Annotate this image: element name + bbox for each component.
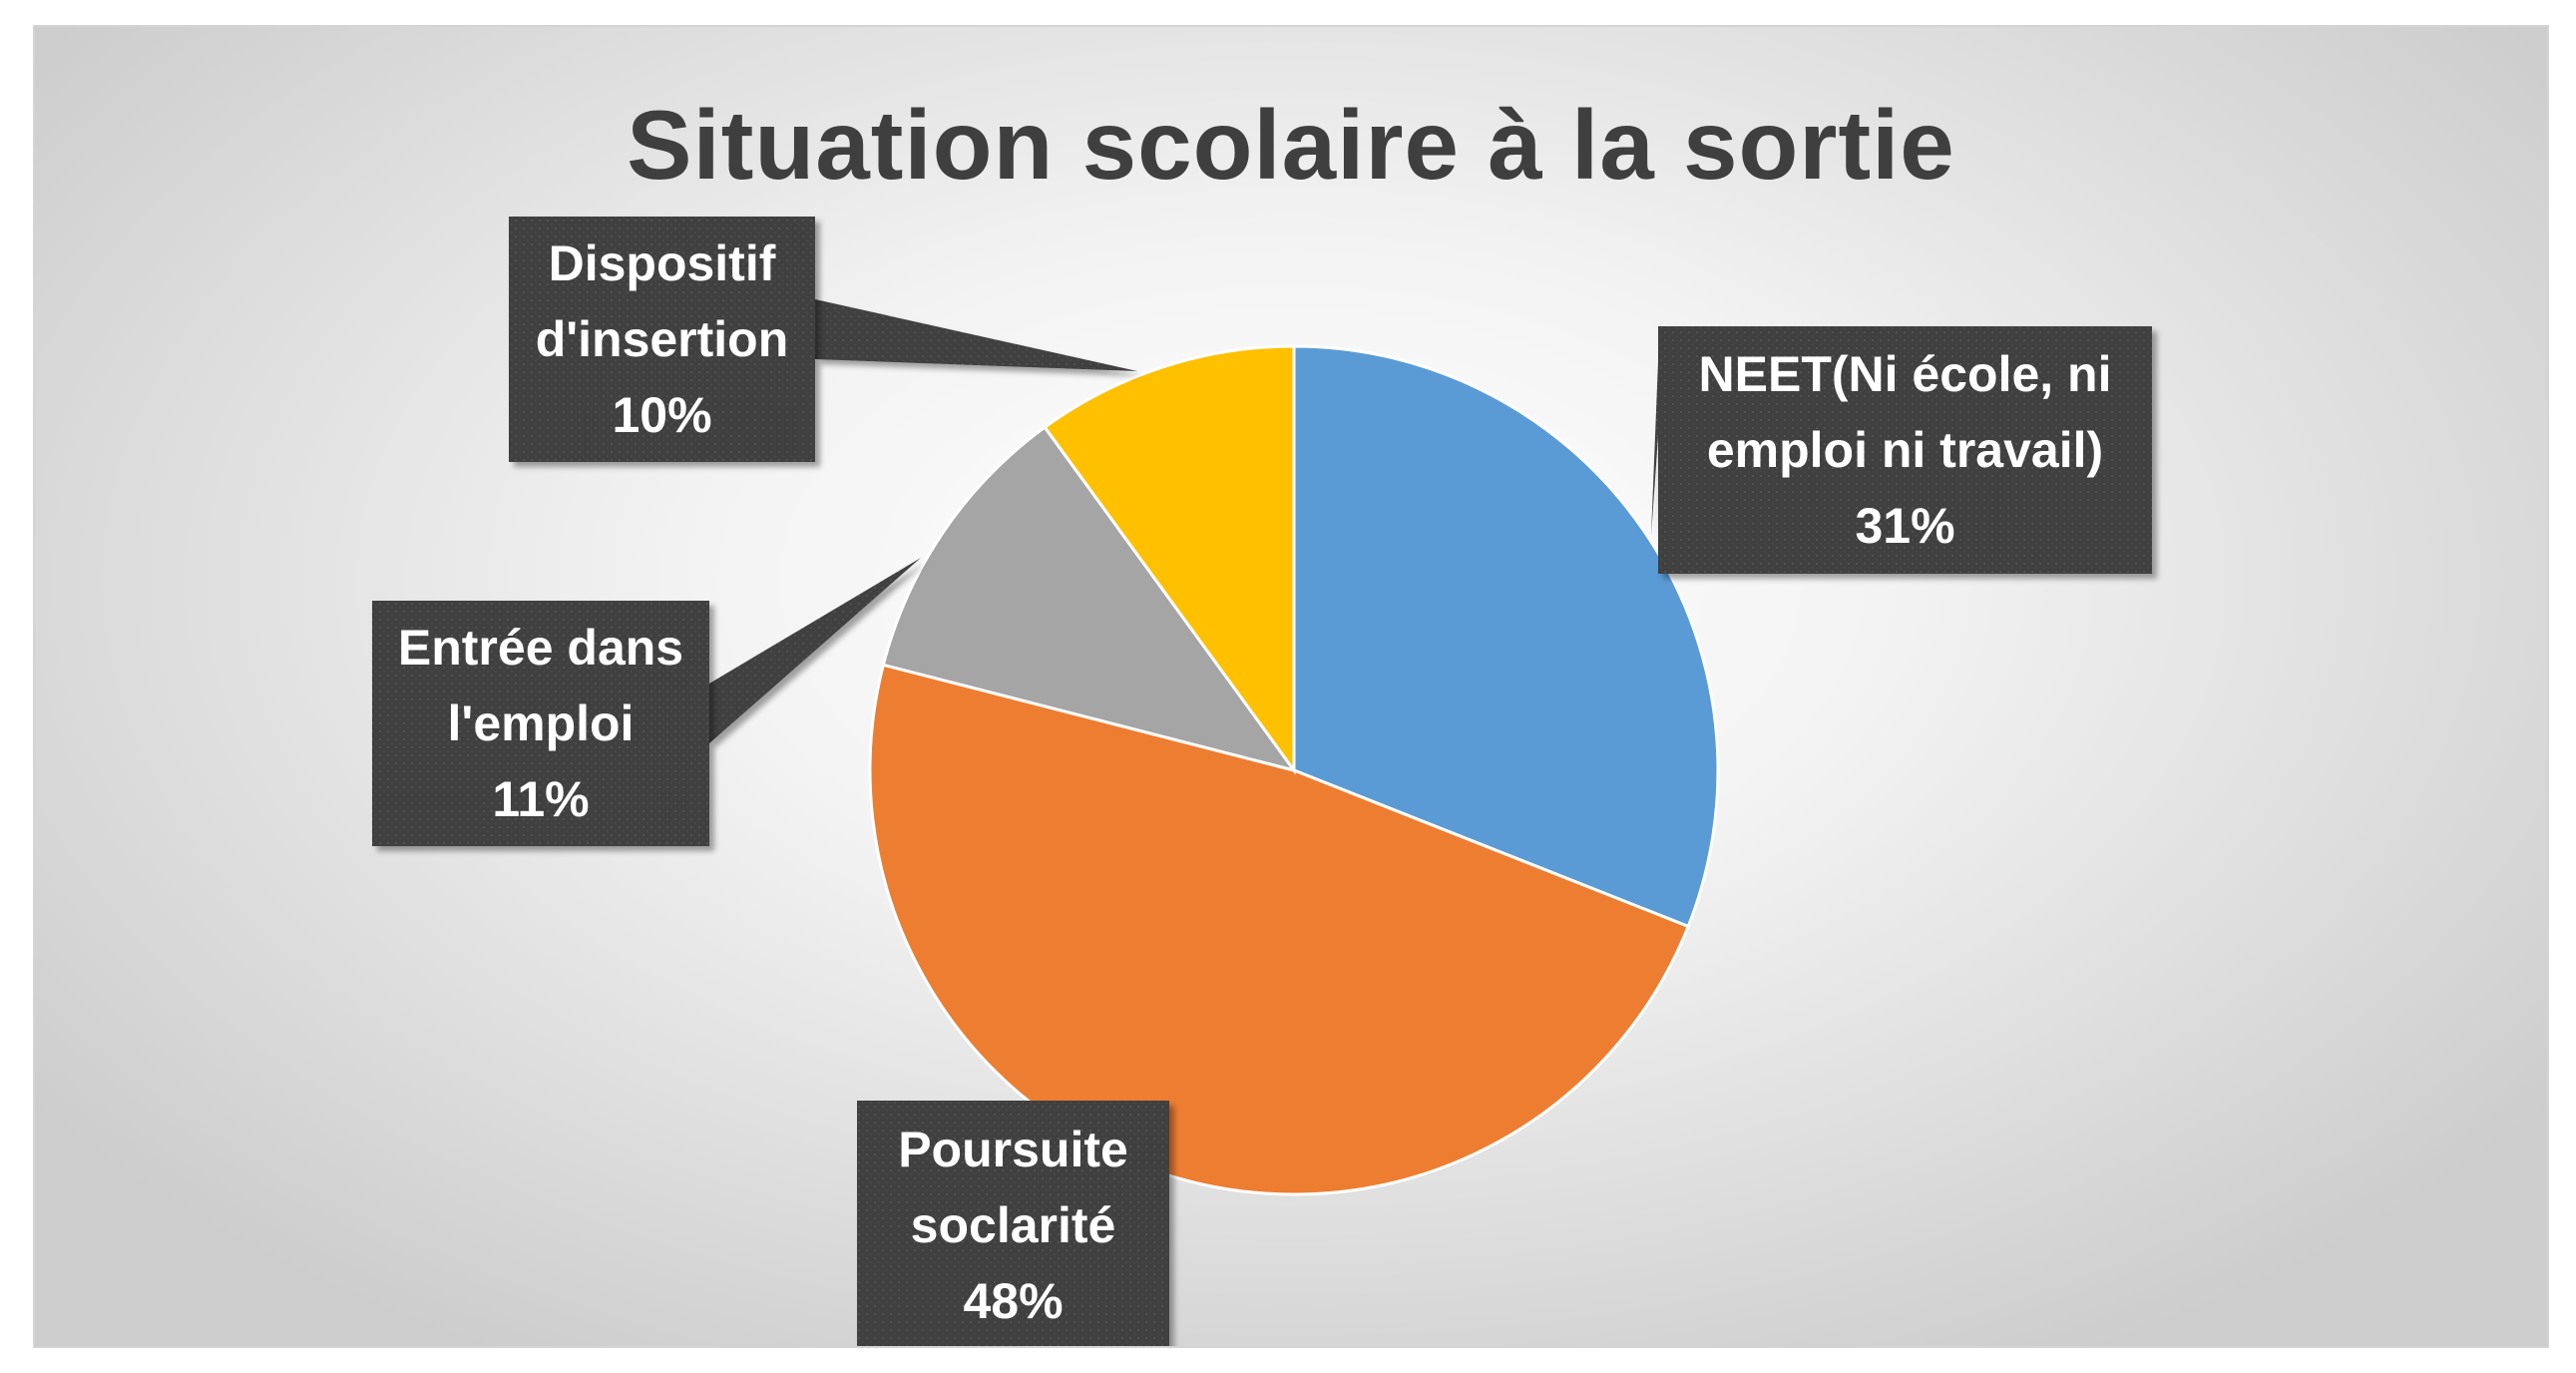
pie-slice-entree [881, 425, 1298, 773]
label-line-poursuite: Poursuite [898, 1122, 1128, 1177]
data-label-poursuite: Poursuite soclarité 48% [857, 1101, 1169, 1346]
label-line-entree: Entrée dans [398, 620, 683, 676]
label-line-neet: emploi ni travail) [1707, 422, 2103, 478]
label-line-neet: NEET(Ni école, ni [1699, 346, 2112, 402]
label-line-dispositif: d'insertion [536, 311, 789, 367]
label-line-dispositif: Dispositif [549, 235, 776, 291]
data-labels: NEET(Ni école, ni emploi ni travail) 31% Po… [372, 217, 2152, 1346]
label-line-poursuite: soclarité [911, 1197, 1116, 1253]
pie-slice-dispositif [1043, 344, 1296, 775]
label-line-entree: l'emploi [448, 695, 635, 751]
label-percent-dispositif: 10% [612, 387, 711, 443]
label-pointer-dispositif [815, 299, 1137, 371]
label-percent-poursuite: 48% [963, 1273, 1063, 1329]
pie-slices [868, 344, 1720, 1196]
label-box-dispositif [509, 217, 815, 462]
label-box-entree [372, 601, 709, 846]
pie-slice-neet [1292, 344, 1720, 929]
label-box-poursuite [857, 1101, 1169, 1346]
label-percent-neet: 31% [1855, 498, 1954, 554]
label-box-neet [1658, 326, 2152, 574]
label-pointer-entree [709, 558, 921, 743]
data-label-dispositif: Dispositif d'insertion 10% [509, 217, 1137, 462]
chart-area: Situation scolaire à la sortie NEET(Ni é… [33, 25, 2549, 1348]
data-label-neet: NEET(Ni école, ni emploi ni travail) 31% [1651, 326, 2152, 574]
data-label-entree: Entrée dans l'emploi 11% [372, 558, 921, 846]
label-percent-entree: 11% [492, 771, 589, 827]
label-pointer-neet [1651, 361, 1658, 536]
chart-title: Situation scolaire à la sortie [627, 90, 1955, 200]
pie-chart: NEET(Ni école, ni emploi ni travail) 31% Po… [372, 217, 2152, 1346]
